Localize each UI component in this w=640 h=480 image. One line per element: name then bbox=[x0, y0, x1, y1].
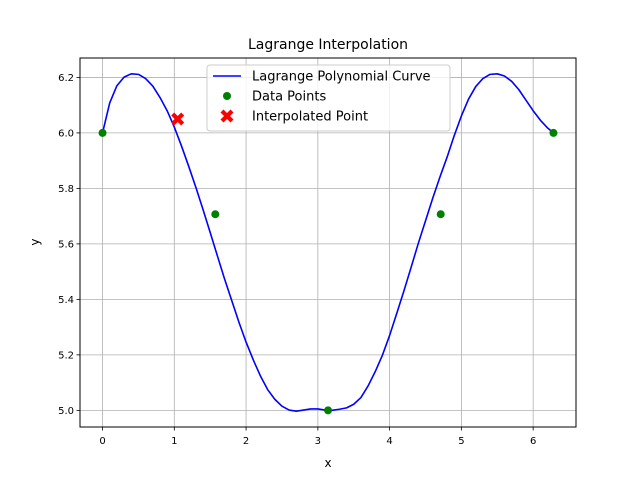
y-tick-label: 5.8 bbox=[58, 184, 74, 195]
x-tick-label: 2 bbox=[243, 436, 249, 447]
plot-frame bbox=[79, 57, 577, 428]
x-tick-label: 0 bbox=[99, 436, 105, 447]
interpolated-point bbox=[171, 112, 185, 126]
data-point bbox=[549, 128, 558, 137]
chart-title: Lagrange Interpolation bbox=[248, 37, 408, 53]
legend-box bbox=[206, 64, 451, 132]
data-point bbox=[98, 128, 107, 137]
x-tick-label: 5 bbox=[458, 436, 464, 447]
y-tick-label: 5.4 bbox=[58, 295, 74, 306]
series-layer bbox=[98, 73, 558, 415]
data-point bbox=[324, 406, 333, 415]
y-tick-label: 6.2 bbox=[58, 73, 74, 84]
x-axis-label: x bbox=[324, 456, 331, 470]
legend-circle-swatch bbox=[223, 92, 231, 100]
x-tick-label: 4 bbox=[386, 436, 392, 447]
y-tick-label: 5.2 bbox=[58, 350, 74, 361]
data-point bbox=[436, 210, 445, 219]
data-point bbox=[211, 210, 220, 219]
legend-label: Lagrange Polynomial Curve bbox=[252, 70, 431, 85]
y-tick-label: 5.0 bbox=[58, 406, 74, 417]
legend-x-swatch bbox=[220, 109, 234, 123]
legend: Lagrange Polynomial Curve Data Points Inte… bbox=[206, 64, 451, 132]
y-tick-label: 5.6 bbox=[58, 239, 74, 250]
x-tick-label: 1 bbox=[171, 436, 177, 447]
x-tick-label: 3 bbox=[315, 436, 321, 447]
x-tick-label: 6 bbox=[530, 436, 536, 447]
y-tick-label: 6.0 bbox=[58, 128, 74, 139]
ticks: 0 1 2 3 4 5 6 5.0 5.2 5.4 5.6 5.8 6.0 6.2 bbox=[58, 73, 536, 447]
legend-label: Interpolated Point bbox=[252, 110, 368, 125]
y-axis-label: y bbox=[28, 238, 42, 245]
legend-label: Data Points bbox=[252, 90, 326, 105]
